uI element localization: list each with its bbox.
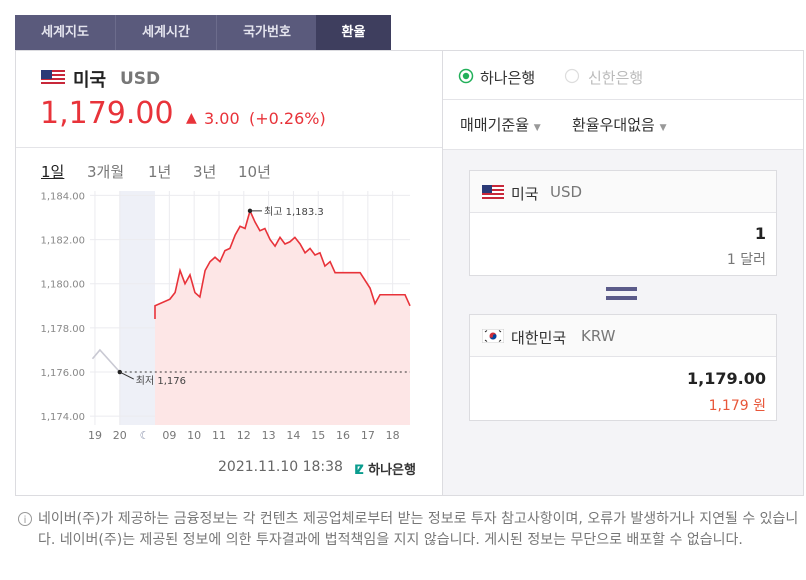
currency-name: 미국 xyxy=(73,70,107,91)
notice: 네이버(주)가 제공하는 금융정보는 각 컨텐츠 제공업체로부터 받는 정보로 … xyxy=(38,511,799,548)
dropdown-label: 매매기준율 xyxy=(460,116,530,134)
chart: 1,174.00 1,176.00 1,178.00 1,180.00 1,182.00… xyxy=(40,191,411,442)
logo-icon: ⵇ xyxy=(354,463,364,478)
dropdown[interactable]: 환율우대없음 ▼ xyxy=(572,114,667,135)
divider xyxy=(442,51,443,495)
tab[interactable]: 세계지도 xyxy=(41,25,89,40)
box-header: 대한민국 KRW xyxy=(470,315,776,357)
flag-kr xyxy=(482,329,504,343)
divider xyxy=(443,149,803,150)
leader xyxy=(119,371,134,380)
y-tick-label: 1,182.00 xyxy=(40,236,85,247)
period[interactable]: 1년 xyxy=(148,163,172,181)
amount-input[interactable]: 1 xyxy=(754,224,766,243)
price: 1,179.00 xyxy=(40,96,174,131)
info-icon: i xyxy=(18,512,32,526)
timestamp: 2021.11.10 18:38 xyxy=(218,459,343,475)
y-tick-label: 1,176.00 xyxy=(40,368,85,379)
currency-code: KRW xyxy=(581,327,616,345)
tab[interactable]: 국가번호 xyxy=(216,15,317,50)
caret: ▼ xyxy=(659,123,667,133)
tab[interactable]: 세계시간 xyxy=(115,15,216,50)
x-tick-label: 20 xyxy=(113,429,127,442)
currency-code: USD xyxy=(550,183,583,201)
y-tick-label: 1,178.00 xyxy=(40,324,85,335)
panel xyxy=(15,50,804,496)
flag-us xyxy=(482,185,504,199)
equals-bar xyxy=(606,296,637,300)
y-tick-label: 1,174.00 xyxy=(40,412,85,423)
low-label: 최저 1,176 xyxy=(136,375,186,387)
svg-text:i: i xyxy=(24,515,27,526)
period[interactable]: 3년 xyxy=(193,163,217,181)
converter-box: 대한민국 KRW 1,179.00 1,179 원 xyxy=(469,314,777,421)
line xyxy=(91,348,121,373)
line xyxy=(154,208,411,320)
x-tick-label: 09 xyxy=(162,429,176,442)
x-tick-label: 18 xyxy=(386,429,400,442)
dropdown[interactable]: 매매기준율 ▼ xyxy=(460,114,541,135)
y-tick-label: 1,180.00 xyxy=(40,280,85,291)
flag-us xyxy=(41,70,65,86)
radio[interactable] xyxy=(564,68,580,84)
period[interactable]: 3개월 xyxy=(87,163,125,181)
currency-code: USD xyxy=(120,69,161,89)
amount-text: 1,179 원 xyxy=(708,398,766,414)
bank-option[interactable]: 하나은행 xyxy=(480,69,536,87)
bank-option[interactable]: 신한은행 xyxy=(588,69,644,87)
bank-logo: ⵇ 하나은행 xyxy=(354,459,416,478)
logo-text: 하나은행 xyxy=(368,463,416,478)
amount-output: 1,179.00 xyxy=(687,369,766,388)
converter-box: 미국 USD 1 1 달러 xyxy=(469,170,777,276)
x-tick-label: 12 xyxy=(237,429,251,442)
area xyxy=(154,210,410,425)
radio-checked[interactable] xyxy=(458,68,474,84)
x-tick-label: 10 xyxy=(187,429,201,442)
currency-name: 대한민국 xyxy=(511,329,567,347)
change: 3.00 xyxy=(204,109,240,128)
x-tick-label: 11 xyxy=(212,429,226,442)
tab-active[interactable]: 환율 xyxy=(316,15,391,50)
caret: ▼ xyxy=(533,123,541,133)
dropdown-label: 환율우대없음 xyxy=(572,116,655,134)
x-tick-label: 16 xyxy=(336,429,350,442)
y-tick-label: 1,184.00 xyxy=(40,191,85,202)
high-label: 최고 1,183.3 xyxy=(264,206,324,218)
box-header: 미국 USD xyxy=(470,171,776,213)
x-tick-label: 19 xyxy=(88,429,102,442)
x-tick-label: 17 xyxy=(361,429,375,442)
currency-name: 미국 xyxy=(511,185,539,203)
x-tick-label: 15 xyxy=(311,429,325,442)
up-arrow: ▲ xyxy=(186,110,197,126)
x-tick-label: 13 xyxy=(262,429,276,442)
divider xyxy=(443,99,803,100)
night-shade xyxy=(119,191,155,425)
period[interactable]: 1일 xyxy=(41,163,65,181)
moon-icon: ☾ xyxy=(140,429,150,442)
divider xyxy=(16,147,442,148)
equals-bar xyxy=(606,287,637,291)
amount-text: 1 달러 xyxy=(726,252,766,268)
change-pct: (+0.26%) xyxy=(249,109,326,128)
x-tick-label: 14 xyxy=(286,429,300,442)
period[interactable]: 10년 xyxy=(238,163,271,181)
